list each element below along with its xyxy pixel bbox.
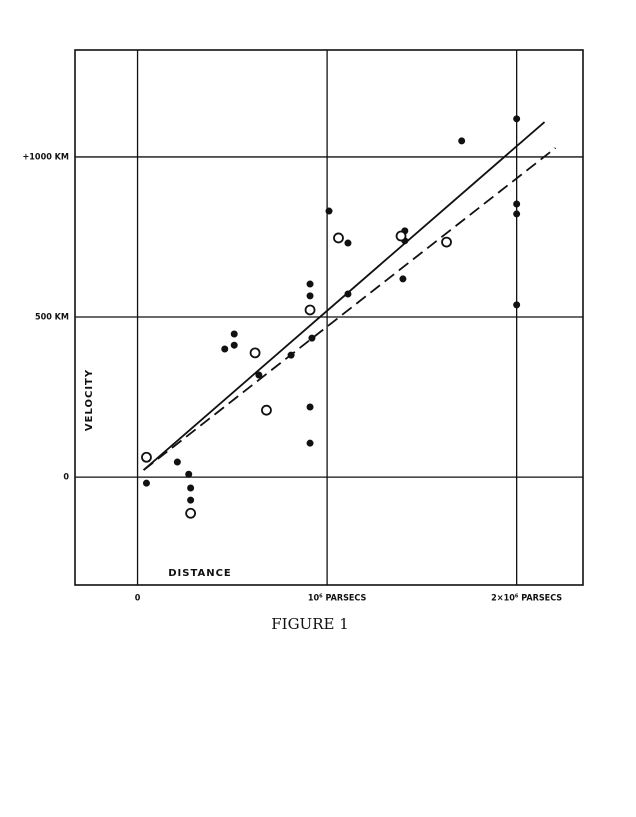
y-tick-label: 500 KM: [35, 313, 69, 323]
dot: [187, 496, 195, 504]
dot: [306, 280, 314, 288]
dot: [344, 239, 352, 247]
open-circle: [141, 451, 152, 463]
dot: [513, 210, 521, 218]
open-circle: [304, 304, 316, 316]
open-circle: [441, 236, 452, 248]
open-circle: [185, 507, 197, 519]
x-tick-label: 10⁶ PARSECS: [308, 594, 367, 604]
dot: [306, 403, 314, 411]
x-tick-label: 2×10⁶ PARSECS: [491, 594, 562, 604]
y-tick-label: +1000 KM: [23, 152, 69, 162]
dot: [230, 330, 238, 338]
x-tick-label: 0: [135, 594, 141, 604]
dot: [173, 458, 181, 466]
dot: [458, 137, 466, 145]
dot: [185, 470, 193, 478]
dot: [325, 207, 333, 215]
dot: [142, 479, 150, 487]
dot: [513, 115, 521, 123]
dot: [221, 345, 229, 353]
dot: [187, 484, 195, 492]
dot: [255, 371, 263, 379]
fit-line: [143, 121, 546, 471]
dot: [306, 439, 314, 447]
dot: [230, 341, 238, 349]
open-circle: [261, 404, 272, 416]
y-axis-label: VELOCITY: [84, 369, 95, 431]
dashed-fit-line: [143, 147, 557, 471]
dot: [308, 334, 316, 342]
dot: [306, 292, 314, 300]
dot: [399, 275, 407, 283]
open-circle: [249, 347, 261, 359]
dot: [513, 301, 521, 309]
x-axis-label: DISTANCE: [168, 568, 232, 579]
open-circle: [395, 230, 407, 242]
caption: FIGURE 1: [271, 615, 349, 633]
open-circle: [333, 232, 344, 244]
dot: [513, 200, 521, 208]
y-tick-label: 0: [63, 473, 69, 483]
